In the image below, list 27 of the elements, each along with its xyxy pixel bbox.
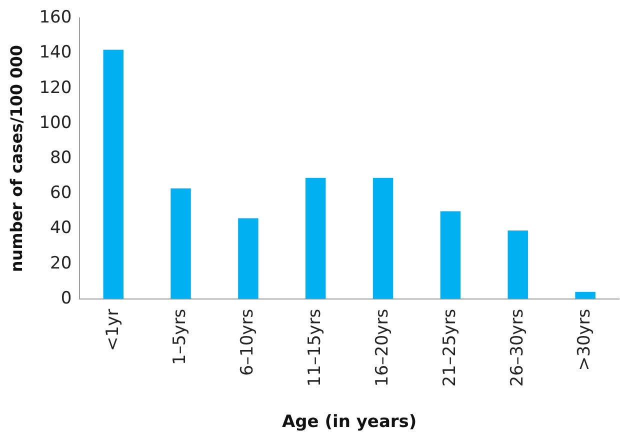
bar [306,178,326,299]
y-tick-label: 160 [39,8,72,28]
x-tick-label: 11–15yrs [305,308,326,387]
x-tick-label: 26–30yrs [507,308,528,387]
x-tick-label: 21–25yrs [440,308,460,387]
bar [170,188,191,299]
y-tick-label: 140 [39,42,72,63]
bar [575,292,596,299]
x-tick-label: 16–20yrs [372,308,392,387]
x-tick-label: 1–5yrs [170,308,190,365]
y-tick-label: 60 [50,183,72,204]
y-tick-label: 0 [60,288,72,308]
y-tick-label: 100 [39,112,72,133]
x-tick-label: <1yr [102,308,123,352]
y-tick-label: 40 [50,218,72,238]
bar [238,218,258,299]
x-tick-label: 6–10yrs [238,308,258,376]
bar [372,178,394,299]
bar [440,211,461,299]
y-tick-label: 80 [50,148,72,168]
x-tick-label: >30yrs [574,308,595,371]
x-axis-title: Age (in years) [282,412,417,432]
bar [103,50,124,299]
y-tick-label: 20 [50,253,72,274]
bar [508,230,528,299]
y-axis-title: number of cases/100 000 [6,44,26,272]
y-tick-label: 120 [39,78,72,98]
